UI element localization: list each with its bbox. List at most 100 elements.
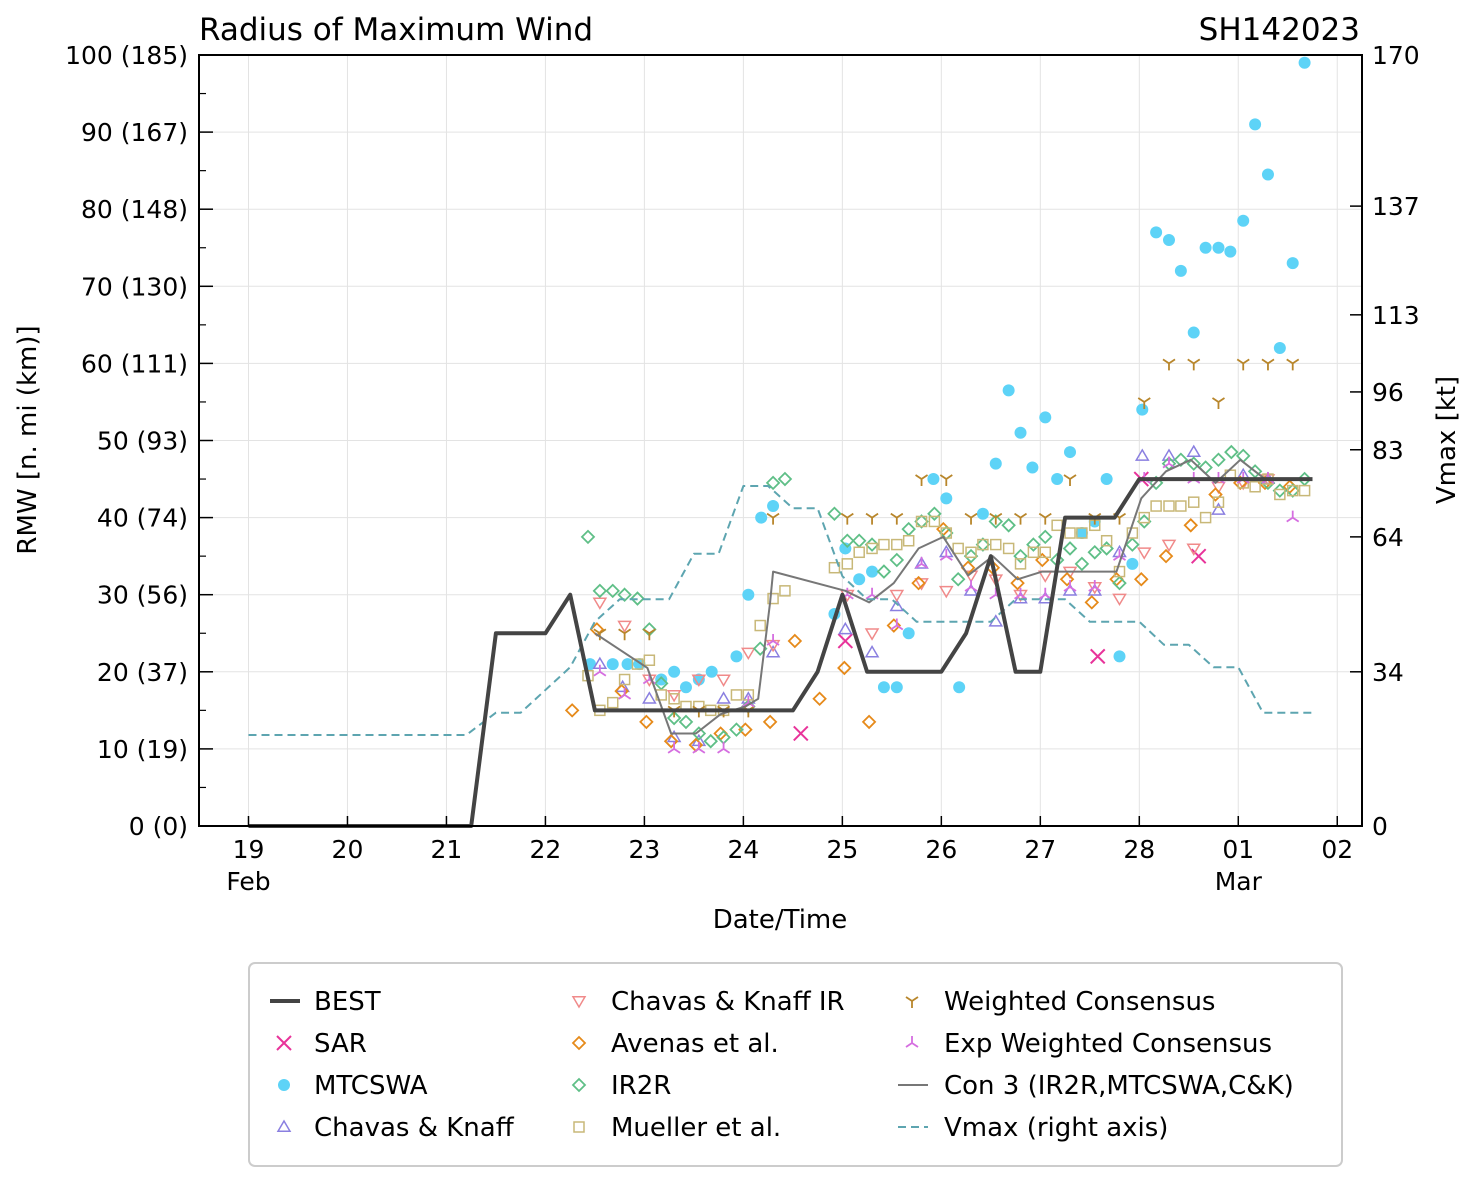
chavas-knaff-ir-point bbox=[741, 647, 756, 661]
y-tick-label: 50 (93) bbox=[97, 427, 188, 456]
mtcswa-point bbox=[1002, 384, 1015, 397]
legend-item: Avenas et al. bbox=[571, 1029, 779, 1059]
chavas-knaff-point bbox=[914, 556, 929, 569]
chart-title: Radius of Maximum Wind bbox=[199, 12, 593, 48]
avenas-et-al-point bbox=[1134, 572, 1149, 587]
mtcswa-point bbox=[1136, 403, 1149, 416]
mueller-et-al-point bbox=[866, 542, 878, 555]
exp-weighted-consensus-point bbox=[1088, 579, 1102, 592]
avenas-et-al-point bbox=[564, 703, 580, 718]
mueller-et-al-point bbox=[754, 619, 766, 632]
legend-swatch bbox=[276, 1035, 292, 1051]
mueller-et-al-point bbox=[1138, 511, 1150, 524]
mtcswa-point bbox=[1026, 461, 1039, 474]
weighted-consensus-point bbox=[1236, 358, 1250, 371]
weighted-consensus-point bbox=[890, 512, 904, 525]
y2-tick-label: 137 bbox=[1372, 192, 1420, 221]
chavas-knaff-point bbox=[1211, 502, 1226, 515]
mtcswa-point bbox=[730, 650, 743, 663]
mueller-et-al-point bbox=[767, 592, 779, 605]
ir2r-point bbox=[1026, 537, 1041, 552]
ir2r-point bbox=[1037, 529, 1053, 545]
avenas-et-al-point bbox=[1010, 575, 1025, 591]
mueller-et-al-point bbox=[1199, 511, 1212, 524]
mtcswa-point bbox=[606, 658, 619, 671]
mueller-et-al-point bbox=[915, 515, 928, 528]
mueller-et-al-point bbox=[618, 673, 631, 686]
chavas-knaff-ir-point bbox=[716, 674, 731, 687]
mtcswa-point bbox=[1064, 446, 1077, 459]
mtcswa-point bbox=[1113, 650, 1126, 663]
y-tick-label: 0 (0) bbox=[129, 812, 188, 841]
mueller-et-al-point bbox=[1076, 527, 1088, 539]
x-tick-label: 21 bbox=[431, 835, 463, 864]
legend-item: Weighted Consensus bbox=[905, 987, 1215, 1017]
chavas-knaff-ir-point bbox=[1112, 593, 1127, 607]
ir2r-point bbox=[975, 537, 991, 552]
weighted-consensus-point bbox=[865, 512, 879, 525]
exp-weighted-consensus-point bbox=[1286, 510, 1300, 523]
avenas-et-al-point bbox=[663, 733, 679, 749]
ir2r-point bbox=[1272, 483, 1288, 498]
mueller-et-al-point bbox=[1150, 500, 1162, 512]
mueller-et-al-point bbox=[1126, 527, 1139, 539]
legend-swatch bbox=[571, 1077, 587, 1093]
legend-item: Con 3 (IR2R,MTCSWA,C&K) bbox=[898, 1071, 1294, 1101]
legend-swatch bbox=[278, 1079, 290, 1091]
chavas-knaff-ir-point bbox=[1186, 543, 1202, 556]
exp-weighted-consensus-point bbox=[939, 549, 953, 561]
weighted-consensus-point bbox=[915, 474, 929, 487]
exp-weighted-consensus-point bbox=[766, 633, 780, 646]
legend-swatch bbox=[571, 996, 587, 1009]
ir2r-point bbox=[1001, 518, 1016, 533]
chavas-knaff-ir-point bbox=[617, 620, 632, 634]
chavas-knaff-point bbox=[838, 621, 853, 635]
ir2r-point bbox=[1125, 537, 1140, 552]
weighted-consensus-point bbox=[1137, 397, 1151, 409]
mueller-et-al-point bbox=[1039, 546, 1052, 559]
chavas-knaff-point bbox=[889, 598, 905, 612]
chavas-knaff-point bbox=[642, 691, 657, 704]
mueller-et-al-point bbox=[990, 538, 1002, 551]
avenas-et-al-point bbox=[911, 575, 926, 591]
x-tick-label: 25 bbox=[826, 835, 858, 864]
mtcswa-point bbox=[755, 511, 768, 524]
chavas-knaff-point bbox=[765, 645, 781, 658]
y-tick-label: 30 (56) bbox=[97, 581, 188, 610]
ir2r-point bbox=[605, 583, 621, 599]
ir2r-point bbox=[691, 726, 707, 741]
legend-label: BEST bbox=[314, 987, 381, 1017]
mueller-et-al-point bbox=[965, 546, 977, 559]
mtcswa-point bbox=[1249, 118, 1262, 131]
mueller-et-al-point bbox=[668, 693, 680, 705]
mtcswa-point bbox=[692, 673, 705, 686]
mueller-et-al-point bbox=[853, 546, 865, 559]
mtcswa-point bbox=[1261, 168, 1274, 181]
weighted-consensus-point bbox=[1162, 358, 1176, 371]
avenas-et-al-point bbox=[812, 691, 827, 707]
mtcswa-point bbox=[1039, 411, 1052, 424]
exp-weighted-consensus-point bbox=[1063, 579, 1077, 592]
legend-label: IR2R bbox=[611, 1071, 671, 1101]
mtcswa-point bbox=[1174, 264, 1187, 277]
y-tick-label: 70 (130) bbox=[81, 272, 188, 301]
weighted-consensus-point bbox=[1014, 512, 1028, 525]
mueller-et-al-point bbox=[902, 534, 915, 547]
y2-tick-label: 83 bbox=[1372, 436, 1404, 465]
mtcswa-point bbox=[877, 681, 890, 694]
ir2r-point bbox=[1285, 483, 1300, 498]
chavas-knaff-point bbox=[1186, 444, 1202, 458]
y-tick-label: 40 (74) bbox=[97, 504, 188, 533]
ir2r-point bbox=[592, 583, 608, 599]
y2-tick-label: 96 bbox=[1372, 378, 1404, 407]
ir2r-point bbox=[1211, 452, 1226, 468]
chavas-knaff-ir-point bbox=[889, 589, 905, 603]
legend-item: Chavas & Knaff bbox=[276, 1113, 515, 1143]
ir2r-point bbox=[703, 733, 718, 749]
vmax-right-axis-line bbox=[248, 485, 1313, 736]
legend-item: MTCSWA bbox=[278, 1071, 428, 1101]
mueller-et-al-point bbox=[779, 585, 791, 597]
avenas-et-al-point bbox=[861, 714, 877, 730]
ir2r-point bbox=[678, 714, 694, 730]
mueller-et-al-point bbox=[940, 527, 953, 539]
